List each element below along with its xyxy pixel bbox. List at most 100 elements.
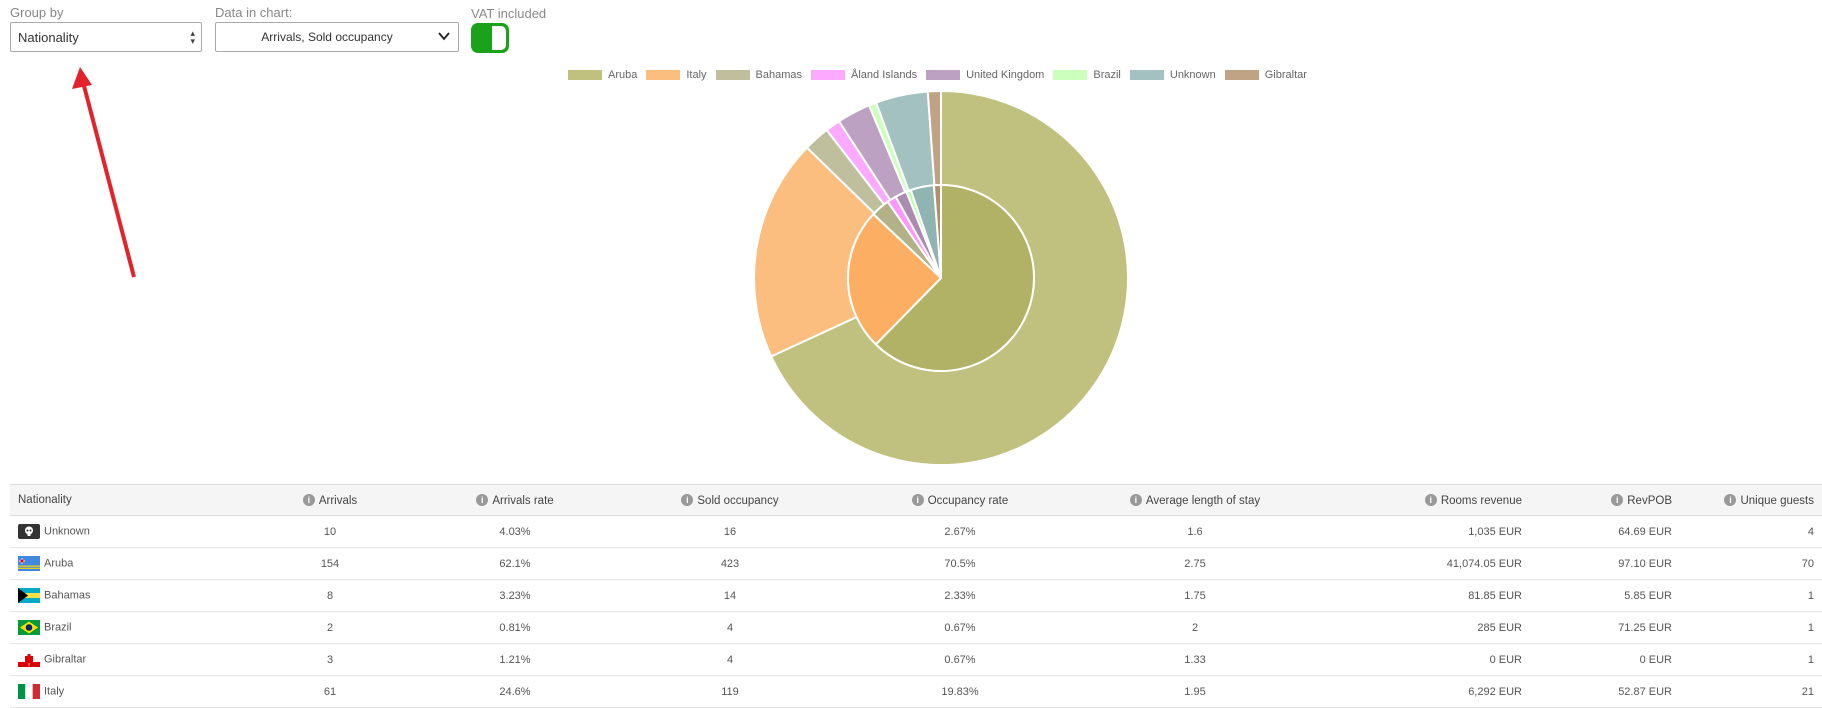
nationality-cell: Aruba [10, 547, 230, 580]
info-icon[interactable]: i [302, 493, 315, 506]
column-header-arrivals[interactable]: i Arrivals [230, 484, 430, 516]
chart-legend: Aruba Italy Bahamas Åland Islands United Kin… [568, 69, 1316, 81]
info-icon[interactable]: i [476, 493, 489, 506]
cell-arrivals-rate: 1.21% [430, 643, 600, 676]
legend-item-gibraltar[interactable]: Gibraltar [1224, 69, 1307, 81]
gibraltar-flag-icon [18, 652, 44, 667]
data-in-chart-select[interactable]: Arrivals, Sold occupancy [215, 22, 459, 52]
table-row[interactable]: Italy 61 24.6% 119 19.83% 1.95 6,292 EUR 52.87 … [10, 675, 1822, 708]
arrivals-slice-aruba[interactable] [874, 183, 1035, 372]
cell-rooms-revenue: 285 EUR [1330, 611, 1530, 644]
annotation-arrow [72, 67, 136, 278]
legend-label: Aruba [608, 69, 638, 81]
info-icon[interactable]: i [911, 493, 924, 506]
cell-occupancy-rate: 0.67% [860, 643, 1060, 676]
column-header-label: Arrivals rate [492, 494, 554, 507]
legend-label: Bahamas [755, 69, 803, 81]
column-header-sold-occupancy[interactable]: i Sold occupancy [600, 484, 860, 516]
group-by-label: Group by [10, 5, 64, 20]
cell-rooms-revenue: 41,074.05 EUR [1330, 547, 1530, 580]
table-row[interactable]: Aruba 154 62.1% 423 70.5% 2.75 41,074.05 EUR 97… [10, 547, 1822, 580]
column-header-occupancy-rate[interactable]: i Occupancy rate [860, 484, 1060, 516]
table-row[interactable]: Gibraltar 3 1.21% 4 0.67% 1.33 0 EUR 0 EUR 1 [10, 643, 1822, 676]
nationality-name: Italy [44, 685, 65, 698]
cell-sold-occupancy: 16 [600, 515, 860, 548]
cell-sold-occupancy: 14 [600, 579, 860, 612]
cell-unique-guests: 21 [1680, 675, 1822, 708]
arrivals-slice-gibraltar[interactable] [932, 183, 942, 279]
nationality-name: Gibraltar [44, 653, 87, 666]
column-header-nationality[interactable]: Nationality [10, 484, 230, 516]
legend-label: Unknown [1169, 69, 1216, 81]
nationality-name: Bahamas [44, 589, 91, 602]
bahamas-flag-icon [18, 588, 44, 603]
arrivals-slice-italy[interactable] [847, 212, 943, 346]
cell-revpob: 5.85 EUR [1530, 579, 1680, 612]
legend-swatch [715, 70, 750, 80]
data-in-chart-value: Arrivals, Sold occupancy [261, 30, 393, 44]
info-icon[interactable]: i [1611, 493, 1624, 506]
cell-average-length-of-stay: 1.33 [1060, 643, 1330, 676]
table-row[interactable]: Brazil 2 0.81% 4 0.67% 2 285 EUR 71.25 EUR 1 [10, 611, 1822, 644]
legend-item-aruba[interactable]: Aruba [568, 69, 637, 81]
cell-unique-guests: 1 [1680, 643, 1822, 676]
column-header-revpob[interactable]: i RevPOB [1530, 484, 1680, 516]
cell-arrivals: 10 [230, 515, 430, 548]
info-icon[interactable]: i [1724, 493, 1737, 506]
legend-item-bahamas[interactable]: Bahamas [715, 69, 803, 81]
column-header-arrivals-rate[interactable]: i Arrivals rate [430, 484, 600, 516]
cell-revpob: 0 EUR [1530, 643, 1680, 676]
legend-label: Italy [686, 69, 707, 81]
cell-arrivals: 8 [230, 579, 430, 612]
cell-rooms-revenue: 81.85 EUR [1330, 579, 1530, 612]
table-row[interactable]: Bahamas 8 3.23% 14 2.33% 1.75 81.85 EUR 5.85 EU… [10, 579, 1822, 612]
column-header-label: Average length of stay [1145, 494, 1261, 507]
cell-occupancy-rate: 0.67% [860, 611, 1060, 644]
legend-label: United Kingdom [966, 69, 1045, 81]
cell-average-length-of-stay: 2.75 [1060, 547, 1330, 580]
vat-label: VAT included [471, 6, 547, 21]
cell-sold-occupancy: 423 [600, 547, 860, 580]
cell-occupancy-rate: 19.83% [860, 675, 1060, 708]
brazil-flag-icon [18, 620, 44, 635]
info-icon[interactable]: i [1129, 493, 1142, 506]
cell-average-length-of-stay: 2 [1060, 611, 1330, 644]
data-in-chart-label: Data in chart: [215, 5, 293, 20]
column-header-label: RevPOB [1627, 494, 1672, 507]
legend-item-brazil[interactable]: Brazil [1053, 69, 1121, 81]
legend-item-united-kingdom[interactable]: United Kingdom [926, 69, 1044, 81]
select-arrows-icon: ▴ ▾ [190, 28, 195, 46]
column-header-rooms-revenue[interactable]: i Rooms revenue [1330, 484, 1530, 516]
legend-item-aland-islands[interactable]: Åland Islands [811, 69, 917, 81]
column-header-unique-guests[interactable]: i Unique guests [1680, 484, 1822, 516]
cell-arrivals-rate: 24.6% [430, 675, 600, 708]
vat-toggle[interactable] [471, 23, 509, 53]
table-row[interactable]: Unknown 10 4.03% 16 2.67% 1.6 1,035 EUR 64.69 E… [10, 515, 1822, 548]
cell-arrivals-rate: 4.03% [430, 515, 600, 548]
cell-arrivals-rate: 62.1% [430, 547, 600, 580]
cell-arrivals: 61 [230, 675, 430, 708]
info-icon[interactable]: i [681, 493, 694, 506]
cell-average-length-of-stay: 1.75 [1060, 579, 1330, 612]
legend-label: Åland Islands [851, 69, 918, 81]
nationality-cell: Brazil [10, 611, 230, 644]
cell-unique-guests: 4 [1680, 515, 1822, 548]
cell-unique-guests: 1 [1680, 611, 1822, 644]
unknown-flag-icon [18, 524, 44, 539]
legend-item-italy[interactable]: Italy [646, 69, 707, 81]
group-by-select[interactable]: Nationality ▴ ▾ [10, 22, 202, 52]
legend-label: Brazil [1093, 69, 1121, 81]
cell-occupancy-rate: 70.5% [860, 547, 1060, 580]
cell-revpob: 97.10 EUR [1530, 547, 1680, 580]
cell-arrivals-rate: 3.23% [430, 579, 600, 612]
legend-swatch [568, 70, 602, 80]
column-header-average-length-of-stay[interactable]: i Average length of stay [1060, 484, 1330, 516]
cell-sold-occupancy: 4 [600, 611, 860, 644]
nationality-cell: Unknown [10, 515, 230, 548]
info-icon[interactable]: i [1424, 493, 1437, 506]
cell-arrivals-rate: 0.81% [430, 611, 600, 644]
legend-item-unknown[interactable]: Unknown [1129, 69, 1216, 81]
column-header-label: Arrivals [318, 494, 358, 507]
column-header-label: Rooms revenue [1440, 494, 1522, 507]
group-by-value: Nationality [18, 29, 79, 45]
